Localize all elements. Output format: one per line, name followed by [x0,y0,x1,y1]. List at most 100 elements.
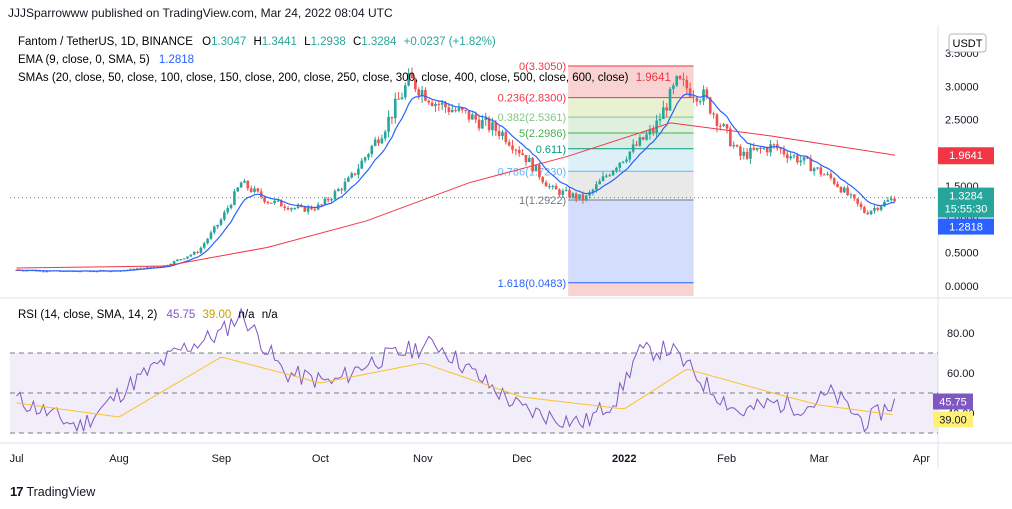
legend-rsi: RSI (14, close, SMA, 14, 2) 45.75 39.00 … [18,309,278,321]
candle-body [672,85,675,89]
candle [277,200,280,202]
candle-body [387,117,390,132]
candle-body [186,256,189,258]
candle-body [749,148,752,159]
rsi-panel [10,309,938,433]
candle-body [712,113,715,114]
candle-body [866,213,869,214]
candle-body [652,129,655,132]
candle-body [759,148,762,149]
candle [521,149,524,156]
candle-body [257,188,260,191]
candle-body [267,202,270,203]
rsi-ma-badge: 39.00 [933,412,973,428]
candle-body [783,149,786,154]
price-tick-label: 2.5000 [945,115,979,127]
candle [401,93,404,100]
candle [528,155,531,162]
candle-body [464,110,467,111]
candle-body [726,124,729,128]
candle [367,153,370,160]
candle [823,173,826,175]
candle [813,167,816,176]
candle-body [364,157,367,160]
candle [555,183,558,189]
candle-body [371,146,374,154]
time-tick-label: Mar [810,453,829,465]
candle [216,225,219,229]
candle-body [860,204,863,207]
candle [843,186,846,193]
candle [876,207,879,212]
candle [183,258,186,259]
candle [518,146,521,157]
rsi-ma-badge-text: 39.00 [939,415,967,427]
candle-body [662,107,665,119]
candle [283,204,286,211]
candle-body [820,167,823,174]
candle-body [555,186,558,189]
candle-body [873,208,876,211]
candle-body [468,111,471,120]
candle [354,173,357,176]
candle-body [890,198,893,200]
candle-body [642,137,645,139]
candle-body [253,188,256,191]
candle [836,181,839,187]
candle [374,137,377,147]
candle [840,186,843,193]
candle [742,148,745,160]
candle [270,203,273,204]
candle [454,107,457,112]
candle [548,183,551,189]
currency-button[interactable]: USDT [949,34,986,52]
candle-body [856,199,859,204]
candle-body [876,208,879,210]
fib-level-label: 0.382(2.5361) [498,112,567,124]
candle-body [742,152,745,156]
candle-body [277,201,280,202]
candle [535,165,538,171]
candle-body [458,108,461,111]
candle [438,100,441,111]
candle [297,203,300,209]
candle [870,210,873,215]
candle-body [340,189,343,190]
candle [860,202,863,210]
candle-body [645,134,648,139]
sma-price-badge: 1.9641 [938,147,994,164]
candle [421,86,424,103]
candle-body [206,239,209,243]
candle-body [629,152,632,160]
candle [394,93,397,124]
candle-body [327,199,330,201]
time-tick-label: Dec [512,453,532,465]
fib-zone [568,200,693,283]
candle [612,170,615,176]
candle-body [863,207,866,213]
candle [866,210,869,215]
candle-body [675,76,678,85]
candle [816,167,819,170]
candle-body [665,107,668,110]
candle-body [367,154,370,157]
candle [786,150,789,163]
candle-body [384,132,387,139]
candle-body [431,103,434,106]
candle-body [575,193,578,198]
candle [337,188,340,192]
fibonacci-retracement[interactable]: 0(3.3050) 0.236(2.8300) 0.382(2.5361) 5(2.2… [498,61,694,296]
candle-body [823,174,826,175]
candle [404,82,407,99]
candle [193,251,196,255]
candle-body [508,142,511,145]
candle-body [753,148,756,150]
legend-smas: SMAs (20, close, 50, close, 100, close, … [18,72,671,84]
candle [139,268,142,269]
candle-body [374,140,377,146]
candle [417,87,420,99]
candle [753,143,756,151]
candle-body [474,114,477,119]
candle [384,130,387,142]
